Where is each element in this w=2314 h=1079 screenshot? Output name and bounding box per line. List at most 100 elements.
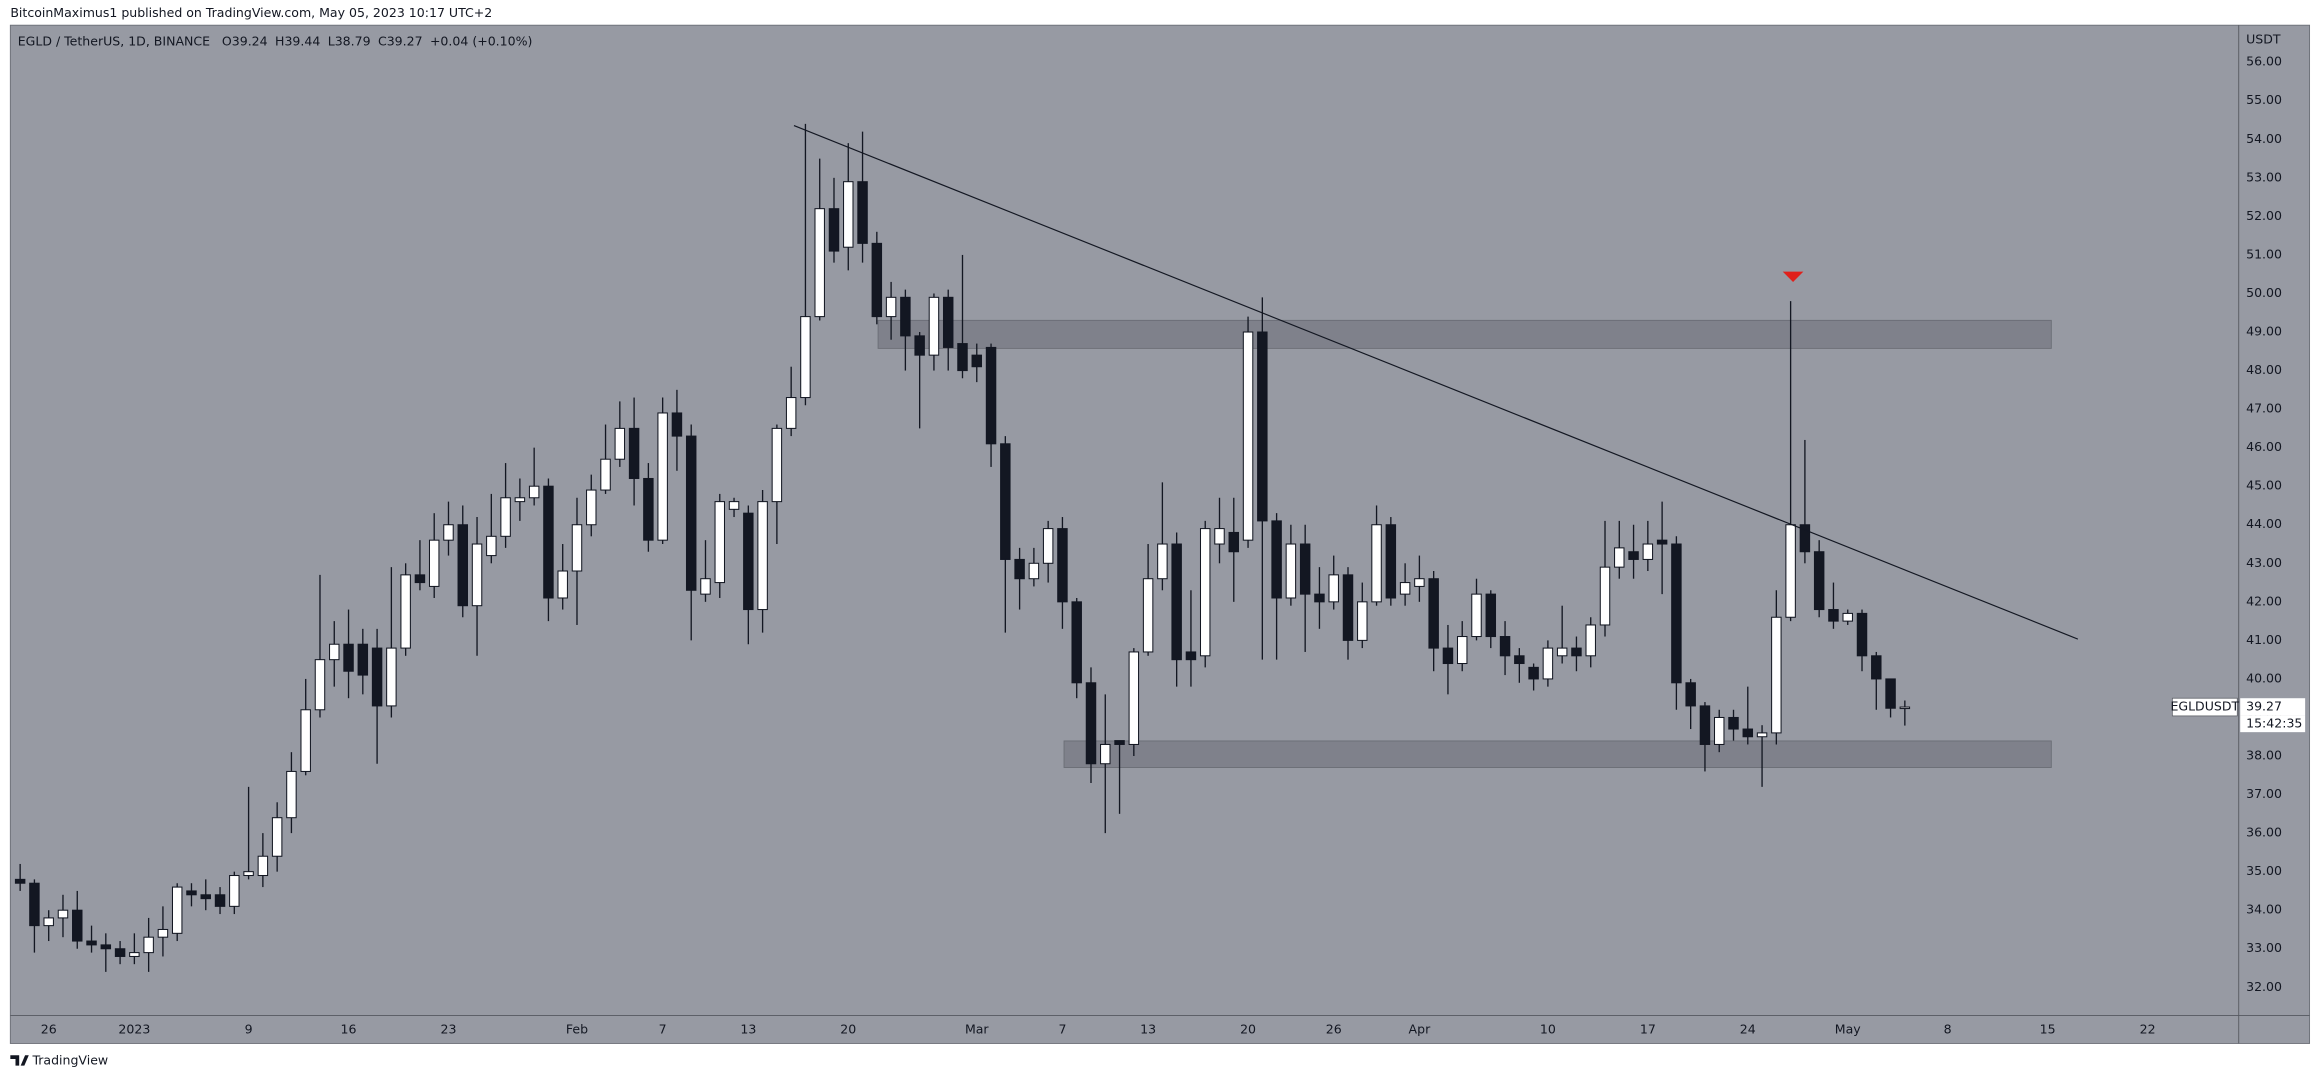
y-tick-label: 51.00 [2246,246,2282,261]
y-tick-label: 52.00 [2246,208,2282,223]
candle-body [942,296,954,348]
y-tick-label: 46.00 [2246,439,2282,454]
candle-body [171,886,183,934]
candle-body [486,535,497,557]
x-tick-label: 23 [441,1022,457,1037]
candle-body [1685,682,1696,707]
candle-body [971,354,983,368]
candle-body [114,948,126,957]
symbol-name: EGLD / TetherUS, 1D, BINANCE [18,33,210,48]
resistance-zone [877,319,2052,349]
candle-body [857,181,868,244]
y-tick-label: 44.00 [2246,516,2282,531]
candle-body [871,242,883,318]
x-tick-label: 20 [1240,1022,1256,1037]
legend-key: L [328,33,335,48]
candle-body [443,524,454,541]
candle-body [14,878,26,884]
candle-body [771,427,783,503]
candle-body [1314,593,1325,603]
x-tick-label: Mar [965,1022,989,1037]
x-tick-label: 2023 [118,1022,150,1037]
candle-body [1771,616,1782,734]
y-tick-label: 50.00 [2246,285,2282,300]
symbol-tag-box [2171,697,2238,717]
y-tick-label: 47.00 [2246,401,2282,416]
x-tick-label: 10 [1540,1022,1556,1037]
candles [14,123,1911,972]
candle-body [1357,601,1368,641]
legend-change: +0.04 (+0.10%) [430,33,532,48]
candle-body [100,944,112,950]
candle-body [700,578,711,595]
candle-body [1528,666,1539,680]
candle-body [1471,593,1482,638]
candle-body [1871,655,1882,680]
candle-body [1813,551,1825,611]
last-price-box [2240,698,2306,716]
candle-body [1614,547,1625,568]
x-tick-label: 9 [245,1022,253,1037]
y-tick-label: 53.00 [2246,169,2282,184]
candle-body [72,909,83,942]
candle-body [314,659,326,711]
candle-body [1142,578,1154,653]
candle-body [671,412,683,437]
candle-body [1699,705,1711,745]
x-tick-label: 26 [1326,1022,1342,1037]
candle-body [1100,743,1111,765]
candle-body [1371,524,1382,603]
candle-body [86,940,97,946]
price-axis-currency: USDT [2246,31,2281,46]
candle-body [514,497,526,503]
candle-body [743,512,754,611]
x-tick-label: 20 [840,1022,856,1037]
candle-body [428,539,440,587]
candle-body [43,917,54,927]
y-tick-label: 48.00 [2246,362,2282,377]
brand-name: TradingView [31,1053,108,1068]
y-tick-label: 32.00 [2246,979,2282,994]
candle-body [714,501,726,584]
candle-body [914,335,925,356]
x-tick-label: 15 [2040,1022,2056,1037]
candle-body [928,296,940,356]
x-tick-label: May [1835,1022,1861,1037]
candle-body [885,296,897,318]
candle-body [614,427,626,460]
candle-body [357,643,369,676]
candle-body [214,894,226,907]
candle-body [814,208,825,318]
legend-key: H [275,33,284,48]
x-tick-label: 22 [2140,1022,2156,1037]
candle-body [1399,582,1411,595]
candle-body [1228,531,1240,553]
candle-body [1114,740,1125,745]
candle-body [785,397,797,429]
candle-body [1756,732,1768,738]
x-tick-label: 16 [341,1022,357,1037]
candle-body [1828,609,1839,622]
candle-body [728,501,740,510]
x-tick-label: 13 [740,1022,756,1037]
countdown-label: 15:42:35 [2246,716,2302,731]
legend-value: 39.24 [232,33,268,48]
y-tick-label: 35.00 [2246,863,2282,878]
y-tick-label: 40.00 [2246,670,2282,685]
x-tick-label: Apr [1409,1022,1432,1037]
candle-body [343,643,354,672]
candle-body [1842,612,1853,622]
candle-body [586,489,597,526]
candle-body [985,346,997,445]
candle-body [200,894,211,900]
candle-body [628,427,640,480]
candle-body [186,890,197,896]
candle-body [1899,706,1911,710]
candle-body [1342,574,1354,641]
candle-body [1485,593,1497,638]
candle-body [1713,716,1725,745]
support-zone [1063,740,2052,768]
candle-body [1199,528,1211,657]
x-tick-label: 13 [1140,1022,1156,1037]
